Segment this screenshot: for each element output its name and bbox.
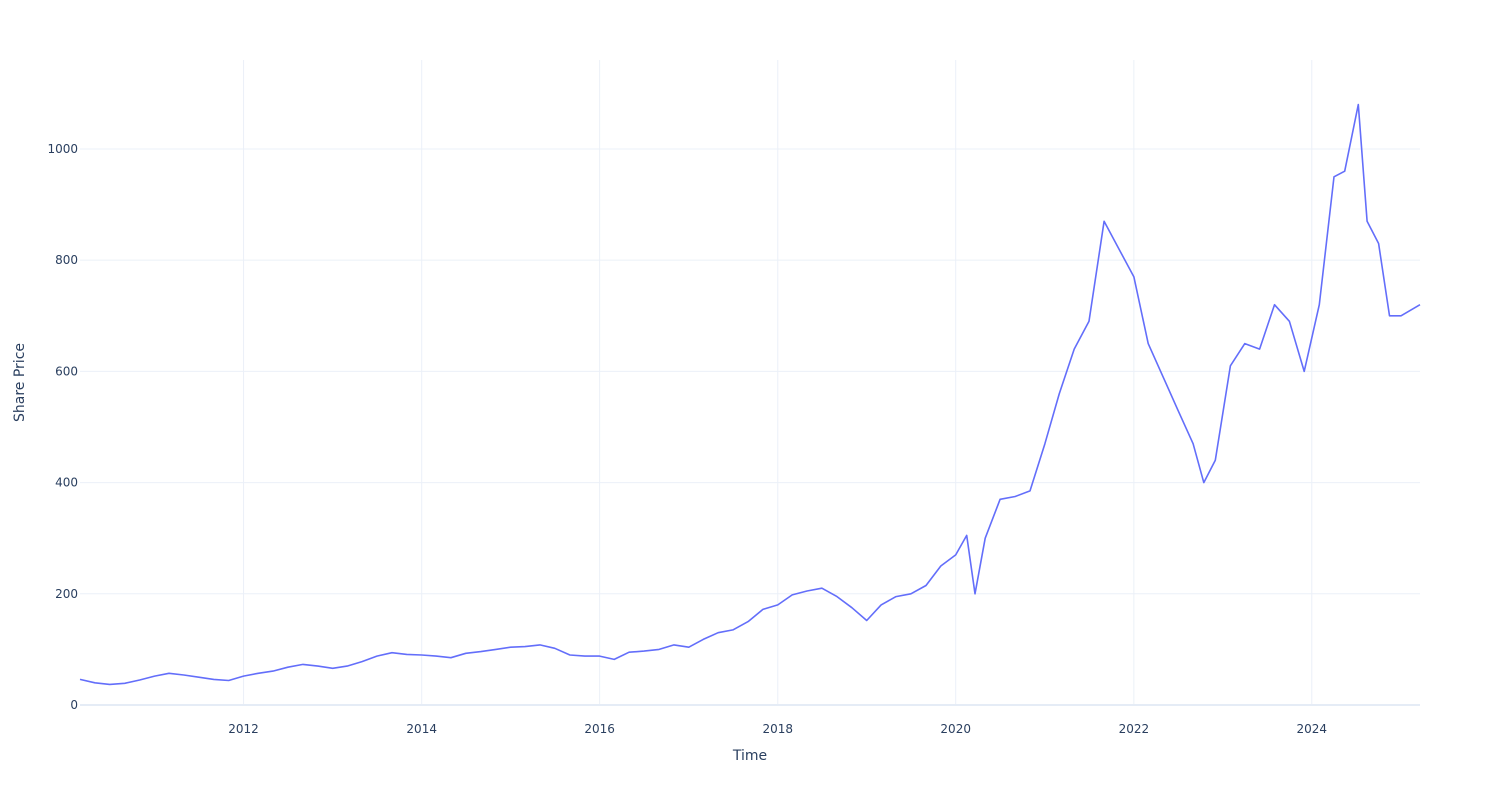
y-gridlines (80, 148, 1420, 595)
x-tick-label: 2020 (940, 722, 971, 736)
x-tick-label: 2016 (584, 722, 615, 736)
x-tick-label: 2024 (1297, 722, 1328, 736)
y-axis-title: Share Price (12, 343, 28, 422)
y-tick-label: 1000 (47, 142, 78, 156)
x-axis-title: Time (732, 748, 767, 764)
x-tick-label: 2022 (1119, 722, 1150, 736)
x-gridlines (243, 60, 1313, 705)
y-tick-label: 400 (55, 476, 78, 490)
series-line (79, 103, 1421, 686)
x-tick-label: 2014 (406, 722, 437, 736)
x-tick-labels: 2012 2014 2016 2018 2020 2022 2024 (228, 722, 1327, 736)
x-tick-label: 2012 (228, 722, 259, 736)
x-tick-label: 2018 (763, 722, 794, 736)
y-tick-label: 600 (55, 364, 78, 378)
y-tick-label: 200 (55, 587, 78, 601)
y-tick-label: 0 (70, 698, 78, 712)
y-tick-labels: 0 200 400 600 800 1000 (47, 142, 78, 712)
y-tick-label: 800 (55, 253, 78, 267)
